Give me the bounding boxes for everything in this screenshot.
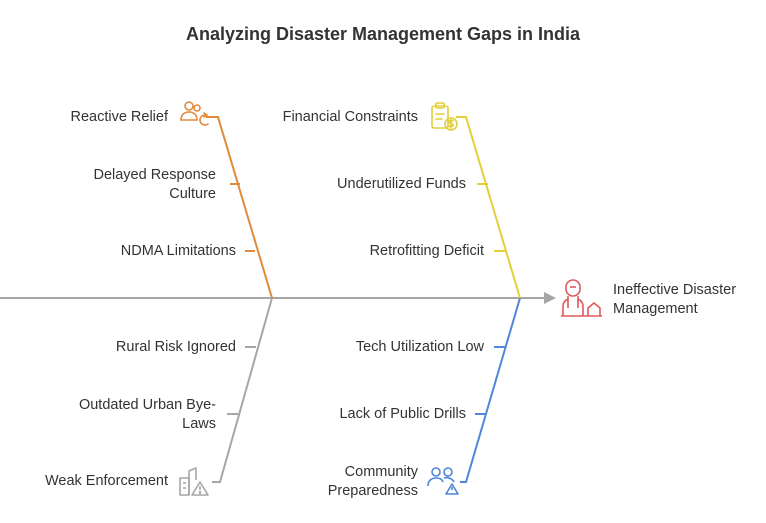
clipboard-money-icon — [431, 102, 458, 131]
spine-arrowhead — [544, 292, 556, 304]
cause-financial-constraints: Financial Constraints — [282, 109, 418, 125]
people-refresh-icon — [180, 101, 209, 126]
branch-line-community — [460, 297, 521, 483]
cause-retrofitting-deficit: Retrofitting Deficit — [369, 243, 484, 259]
building-warning-icon — [179, 467, 209, 496]
cause-lack-of-public-drills: Lack of Public Drills — [339, 406, 466, 422]
cause-tech-utilization-low: Tech Utilization Low — [355, 339, 484, 355]
cause-outdated-urban-bye-laws: Outdated Urban Bye- Laws — [78, 397, 216, 432]
cause-delayed-response-culture: Delayed Response Culture — [93, 167, 216, 202]
cause-underutilized-funds: Underutilized Funds — [337, 176, 466, 192]
diagram-title: Analyzing Disaster Management Gaps in In… — [185, 24, 581, 44]
branch-line-financial — [456, 116, 521, 299]
branch-line-social — [206, 116, 273, 299]
branch-line-urban — [212, 297, 273, 483]
cause-rural-risk-ignored: Rural Risk Ignored — [115, 339, 236, 355]
cause-weak-enforcement: Weak Enforcement — [44, 473, 168, 489]
effect-label: Ineffective Disaster Management — [613, 282, 737, 317]
cause-reactive-relief: Reactive Relief — [70, 109, 168, 125]
people-warning-icon — [427, 467, 459, 495]
disaster-person-house-icon — [561, 279, 602, 317]
cause-ndma-limitations: NDMA Limitations — [120, 243, 236, 259]
cause-community-preparedness: Community Preparedness — [327, 464, 418, 499]
